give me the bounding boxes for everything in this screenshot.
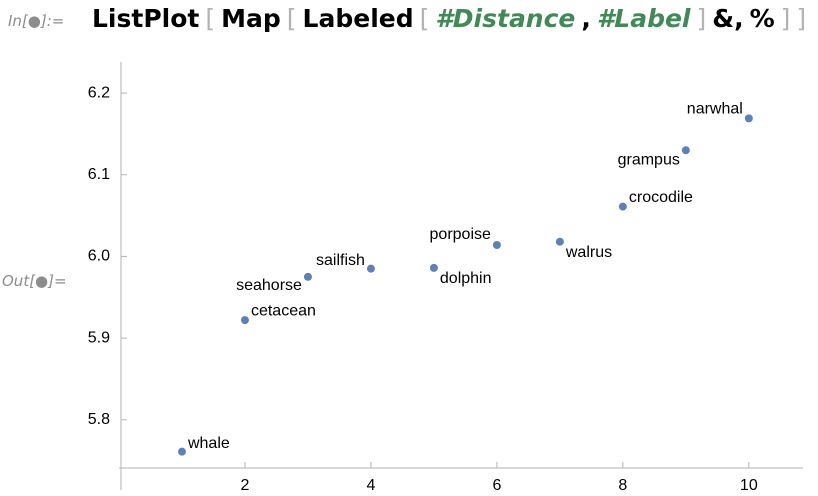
- y-tick-label: 6.1: [88, 166, 110, 183]
- code-token: [: [419, 4, 430, 33]
- point-label: narwhal: [687, 101, 743, 118]
- point-label: walrus: [565, 244, 612, 261]
- code-token: Labeled: [302, 4, 414, 33]
- x-tick-label: 4: [366, 477, 375, 494]
- point: [429, 263, 438, 272]
- y-tick-label: 6.2: [88, 84, 110, 101]
- code-token: ,: [581, 4, 591, 33]
- point-label: porpoise: [430, 226, 491, 243]
- point-label: cetacean: [251, 302, 316, 319]
- code-token: [: [286, 4, 297, 33]
- point: [744, 114, 753, 123]
- x-tick-label: 6: [492, 477, 501, 494]
- point-label: dolphin: [440, 270, 492, 287]
- code-token: ]: [796, 4, 807, 33]
- input-code[interactable]: ListPlot[Map[Labeled[#Distance, #Label] &,…: [92, 4, 812, 33]
- point: [366, 264, 375, 273]
- point-label: grampus: [618, 151, 680, 168]
- point: [555, 237, 564, 246]
- y-tick-label: 5.9: [88, 329, 110, 346]
- y-tick-label: 6.0: [88, 248, 110, 265]
- x-tick-label: 8: [618, 477, 627, 494]
- code-token: ]: [780, 4, 791, 33]
- code-token: Map: [221, 4, 281, 33]
- point: [681, 146, 690, 155]
- output-label: Out[●]=: [2, 272, 67, 290]
- code-token: &,: [712, 4, 744, 33]
- code-token: #Label: [596, 4, 691, 33]
- code-token: [: [205, 4, 216, 33]
- point: [303, 272, 312, 281]
- x-tick-label: 2: [241, 477, 250, 494]
- code-token: #Distance: [435, 4, 576, 33]
- code-token: %: [749, 4, 775, 33]
- point: [492, 240, 501, 249]
- code-token: ListPlot: [92, 4, 200, 33]
- y-tick-label: 5.8: [88, 411, 110, 428]
- point-label: whale: [187, 435, 230, 452]
- x-tick-label: 10: [740, 477, 758, 494]
- point-label: sailfish: [316, 252, 365, 269]
- point: [618, 202, 627, 211]
- point: [177, 447, 186, 456]
- point-label: seahorse: [236, 277, 302, 294]
- code-token: ]: [696, 4, 707, 33]
- input-label: In[●]:=: [8, 12, 65, 30]
- point: [240, 316, 249, 325]
- point-label: crocodile: [629, 189, 693, 206]
